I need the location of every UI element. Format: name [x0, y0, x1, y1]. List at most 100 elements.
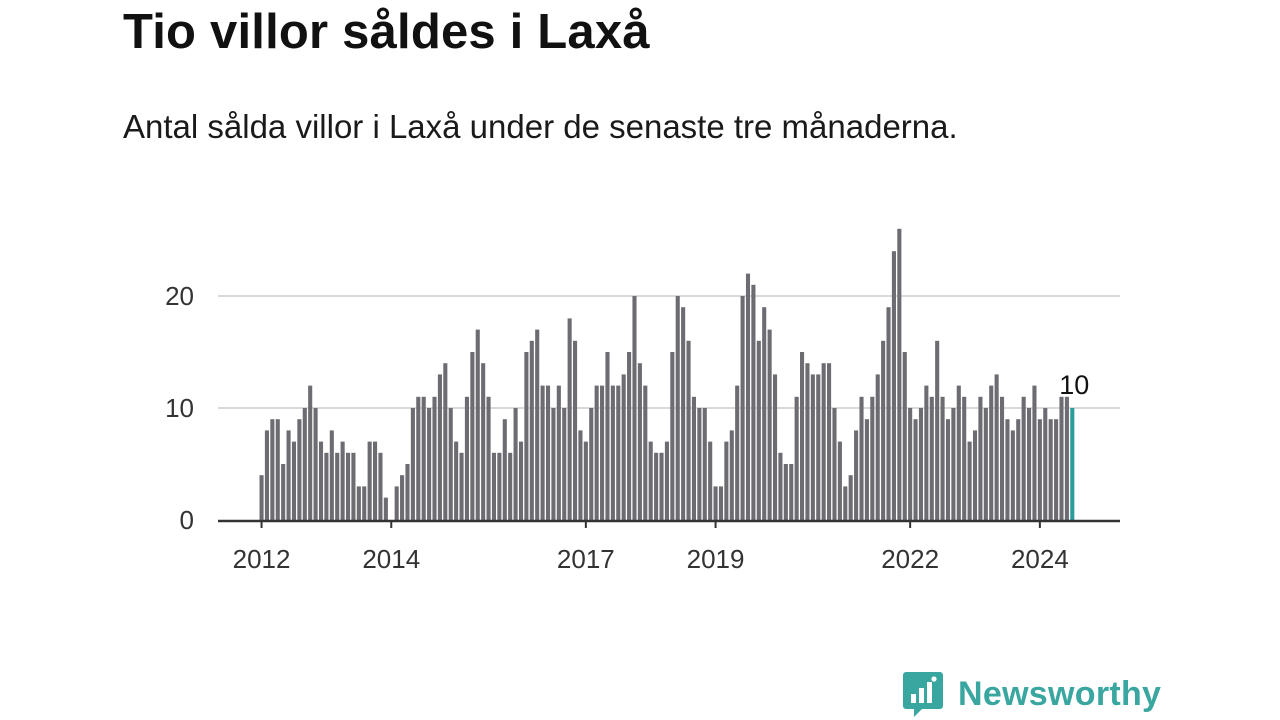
bar	[308, 385, 313, 520]
bar	[945, 419, 951, 520]
bar	[405, 464, 410, 520]
bar	[854, 430, 859, 520]
bar	[600, 385, 605, 520]
highlight-value-label: 10	[1059, 370, 1089, 400]
bar	[999, 396, 1005, 520]
bar	[940, 396, 945, 520]
chart-title: Tio villor såldes i Laxå	[123, 5, 650, 59]
bar	[654, 452, 659, 520]
bar	[302, 408, 307, 520]
bar	[540, 385, 545, 520]
gridlines	[218, 295, 1120, 409]
bar	[378, 452, 383, 520]
bar	[286, 430, 291, 520]
bar	[281, 464, 286, 520]
bar	[345, 452, 351, 520]
bar	[891, 251, 896, 520]
bar	[259, 475, 264, 520]
bar	[551, 408, 556, 520]
bar	[572, 340, 578, 520]
y-tick-label: 10	[165, 393, 194, 423]
x-tick-label: 2024	[1011, 544, 1069, 574]
bar-highlight	[1070, 408, 1075, 520]
bar-chart: 0 10 20 2012 2014 2017 2019 2022 2024 10	[165, 228, 1120, 574]
bar	[427, 408, 432, 520]
bar	[675, 296, 680, 520]
bar	[783, 464, 788, 520]
bar	[708, 441, 713, 520]
bar	[918, 408, 924, 520]
bar	[454, 441, 459, 520]
bar	[956, 385, 961, 520]
bar	[545, 385, 551, 520]
bar	[983, 408, 988, 520]
bar	[567, 318, 572, 520]
bar	[491, 452, 497, 520]
bar	[756, 340, 761, 520]
bar	[729, 430, 734, 520]
bar	[767, 329, 772, 520]
bar	[443, 363, 448, 520]
bar	[762, 307, 767, 520]
bar	[518, 441, 524, 520]
bar	[664, 441, 669, 520]
bar	[751, 284, 756, 520]
bar	[524, 352, 529, 520]
bar	[1064, 396, 1069, 520]
bar	[832, 408, 837, 520]
bar	[859, 396, 864, 520]
bar	[702, 408, 707, 520]
bar	[421, 396, 426, 520]
bar	[718, 486, 724, 520]
bar	[481, 363, 486, 520]
bar	[643, 385, 648, 520]
bar	[978, 396, 983, 520]
bar	[318, 441, 324, 520]
bar	[1010, 430, 1015, 520]
bar	[681, 307, 686, 520]
y-tick-label: 0	[180, 505, 194, 535]
bar	[367, 441, 372, 520]
bar	[697, 408, 702, 520]
bar	[1059, 396, 1064, 520]
bar	[821, 363, 826, 520]
chart-subtitle: Antal sålda villor i Laxå under de senas…	[123, 108, 958, 145]
bar	[400, 475, 405, 520]
bar	[902, 352, 907, 520]
bar	[659, 452, 664, 520]
bar	[989, 385, 994, 520]
bar	[475, 329, 480, 520]
bar	[637, 363, 642, 520]
bar	[605, 352, 610, 520]
bar	[1037, 419, 1042, 520]
bar	[972, 430, 978, 520]
bar	[562, 408, 567, 520]
bar	[410, 408, 415, 520]
bar	[589, 408, 594, 520]
bar	[437, 374, 442, 520]
bar	[740, 296, 745, 520]
bar	[800, 352, 805, 520]
bar	[529, 340, 534, 520]
x-tick-label: 2012	[233, 544, 291, 574]
bar	[329, 430, 334, 520]
bar	[578, 430, 583, 520]
bar	[670, 352, 675, 520]
x-tick-label: 2019	[687, 544, 745, 574]
bar	[497, 452, 502, 520]
bar	[967, 441, 972, 520]
bar	[621, 374, 626, 520]
bar	[827, 363, 832, 520]
bar	[291, 441, 297, 520]
bar	[789, 464, 794, 520]
bar	[470, 352, 475, 520]
bar	[886, 307, 891, 520]
bar	[1027, 408, 1032, 520]
x-tick-label: 2014	[362, 544, 420, 574]
bar	[335, 452, 340, 520]
bar	[772, 374, 778, 520]
bar	[837, 441, 842, 520]
labels: 0 10 20 2012 2014 2017 2019 2022 2024 10	[165, 281, 1089, 574]
bar	[805, 363, 810, 520]
bar	[610, 385, 615, 520]
